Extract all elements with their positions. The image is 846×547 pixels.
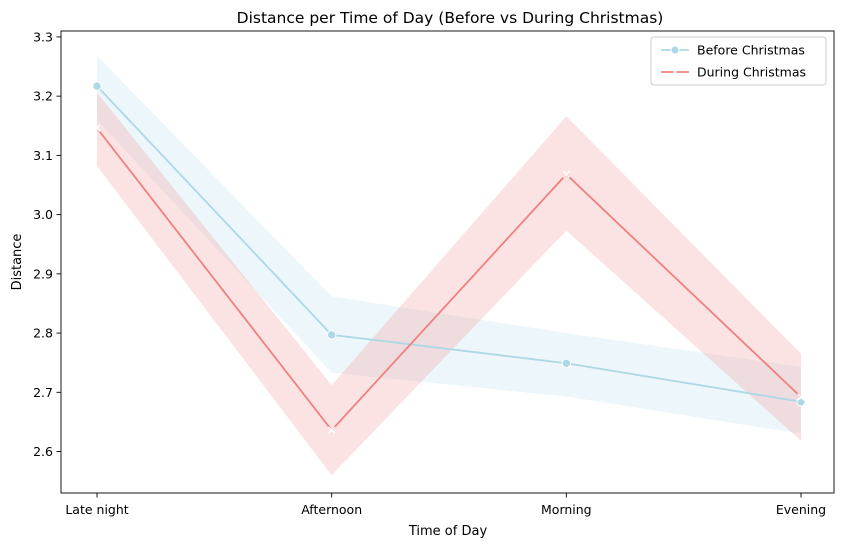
- series-0-point: [561, 358, 572, 368]
- series-1-point: [562, 170, 571, 179]
- x-tick-label: Evening: [776, 502, 826, 517]
- legend-label: During Christmas: [697, 65, 806, 80]
- x-tick-label: Late night: [65, 502, 128, 517]
- legend-label: Before Christmas: [697, 43, 805, 58]
- series-1-line: [96, 127, 802, 432]
- series-0-point: [796, 397, 806, 407]
- y-tick-label: 2.7: [33, 385, 53, 400]
- y-tick-label: 2.9: [33, 266, 53, 281]
- y-axis-label: Distance: [10, 234, 25, 291]
- y-tick-label: 3.3: [33, 29, 53, 44]
- legend-marker: [671, 68, 679, 76]
- legend-marker: [670, 45, 680, 55]
- x-tick-label: Afternoon: [301, 502, 362, 517]
- series-0-point: [92, 81, 102, 91]
- y-tick-label: 2.6: [33, 444, 53, 459]
- series-1-confidence-band: [97, 92, 801, 476]
- chart-title: Distance per Time of Day (Before vs Duri…: [237, 9, 664, 27]
- series-1-point: [93, 124, 101, 132]
- series-0-confidence-band: [97, 55, 801, 434]
- plot-area-frame: [60, 30, 835, 494]
- series-0-line: [96, 85, 802, 403]
- y-tick-label: 2.8: [33, 326, 53, 341]
- y-tick-label: 3.2: [33, 89, 53, 104]
- legend: Before Christmas During Christmas: [650, 36, 827, 86]
- series-0-point: [326, 330, 337, 340]
- series-1-point: [327, 426, 336, 434]
- x-tick-label: Morning: [541, 502, 592, 517]
- x-axis-label: Time of Day: [408, 524, 488, 539]
- y-tick-label: 3.1: [33, 148, 53, 163]
- legend-frame: [650, 36, 827, 86]
- y-tick-label: 3.0: [33, 207, 53, 222]
- series-1-point: [797, 393, 805, 401]
